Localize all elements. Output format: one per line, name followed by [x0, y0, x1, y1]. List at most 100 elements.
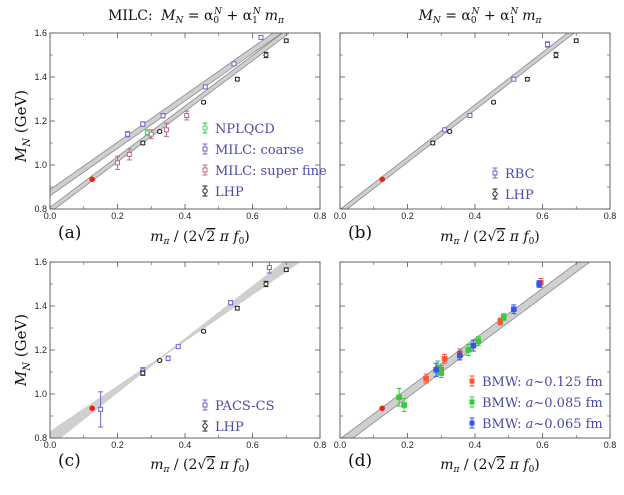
x-tick-label: 0.8	[314, 211, 327, 221]
legend-label-rest: ~0.065 fm	[533, 417, 602, 432]
x-axis-label-part: m	[150, 229, 163, 245]
marker	[457, 352, 463, 359]
ylabel-bottom-unit: (GeV)	[12, 314, 30, 362]
fit-band-edge	[50, 33, 274, 190]
x-axis-label-part: √	[197, 457, 206, 473]
marker	[438, 370, 445, 376]
legend-marker	[202, 146, 208, 152]
data-point	[511, 304, 517, 315]
marker	[263, 281, 269, 287]
x-tick-label: 0.8	[604, 211, 617, 221]
data-point	[447, 129, 453, 135]
data-point	[553, 51, 559, 59]
marker	[283, 267, 289, 273]
x-axis-label-part: π	[215, 229, 233, 245]
x-axis-label-part: π	[505, 229, 523, 245]
data-point	[283, 267, 289, 273]
marker	[125, 131, 131, 137]
data-point	[228, 300, 234, 306]
ylabel-bottom-m: M	[12, 370, 30, 387]
x-axis-label: mπ / (2√2 π f0)	[150, 457, 250, 475]
data-point	[500, 313, 507, 321]
marker	[231, 61, 237, 67]
ylabel-bottom-sub: N	[22, 361, 33, 372]
marker	[157, 129, 163, 135]
legend-label-prefix: BMW:	[482, 375, 526, 390]
legend-label: LHP	[215, 185, 244, 200]
marker	[441, 355, 448, 362]
data-point	[165, 355, 171, 362]
data-point	[258, 34, 264, 40]
title-left-sup0: N	[213, 7, 223, 17]
legend-marker	[492, 191, 498, 197]
title-left: MILC: MN = α0N + α1N mπ	[108, 7, 285, 26]
physical-point	[379, 176, 385, 183]
plot-area	[340, 33, 579, 209]
marker	[126, 151, 132, 157]
x-axis-label-part: / (2	[459, 457, 487, 473]
data-point	[234, 76, 240, 82]
x-axis-label-part: f	[522, 457, 531, 473]
legend-label-a: a	[526, 396, 534, 411]
data-point	[396, 388, 402, 407]
x-axis-label-part: 2	[496, 457, 505, 473]
data-point	[234, 305, 240, 311]
title-left-eq: = α	[183, 8, 214, 24]
x-axis-label-part: )	[534, 457, 539, 473]
title-left-pi: π	[277, 16, 285, 26]
marker	[447, 129, 453, 135]
marker	[258, 34, 264, 40]
marker	[442, 127, 448, 133]
legend-label: NPLQCD	[215, 122, 275, 137]
ylabel-bottom: MN (GeV)	[12, 314, 33, 387]
ylabel-top-unit: (GeV)	[12, 90, 30, 138]
x-axis-label-part: 0	[529, 465, 535, 475]
data-point	[441, 353, 448, 364]
legend-marker	[492, 170, 498, 176]
marker	[163, 127, 169, 133]
data-point	[140, 370, 146, 376]
title-left-sup1: N	[252, 7, 262, 17]
data-point	[266, 262, 272, 274]
data-point	[157, 358, 163, 364]
panel-c: 0.0 0.2 0.4 0.6 0.8 0.8 1.0 1.2 1.4 1.6 (c) PACS-CS…	[34, 257, 326, 475]
fit-band-edge	[340, 262, 579, 438]
data-point	[98, 391, 104, 428]
physical-point	[379, 405, 385, 412]
x-axis-label-part: π	[215, 457, 233, 473]
x-axis-label-part: 2	[206, 229, 215, 245]
marker	[423, 375, 429, 382]
legend-item: MILC: coarse	[202, 143, 304, 158]
legend-label-a: a	[526, 375, 534, 390]
legend-label: LHP	[505, 188, 534, 203]
marker	[165, 355, 171, 361]
data-point	[465, 344, 472, 356]
data-point	[263, 51, 269, 59]
marker	[234, 305, 240, 311]
x-axis-label-part: √	[487, 457, 496, 473]
x-tick-label: 0.6	[536, 440, 549, 450]
title-right-lhs-sub: N	[432, 16, 442, 26]
title-right-eq: = α	[441, 8, 472, 24]
legend-marker	[469, 378, 475, 384]
marker	[283, 38, 289, 44]
data-point	[160, 113, 166, 119]
x-axis-label-part: / (2	[169, 457, 197, 473]
fit-band-edge	[340, 33, 569, 209]
legend-item: BMW: a~0.065 fm	[469, 417, 603, 432]
title-left-sub0: 0	[213, 16, 219, 26]
panel-label: (b)	[348, 223, 372, 243]
y-tick-label: 1.0	[34, 389, 47, 399]
panel-label: (d)	[348, 451, 372, 471]
data-point	[184, 110, 190, 121]
x-axis-label-part: π	[453, 465, 461, 475]
marker	[475, 338, 482, 345]
legend-marker	[469, 399, 475, 405]
x-axis-label-part: π	[163, 237, 171, 247]
x-tick-label: 0.4	[179, 440, 192, 450]
physical-point	[89, 405, 95, 412]
x-axis-label-part: f	[522, 229, 531, 245]
legend-label-rest: ~0.125 fm	[533, 375, 602, 390]
title-left-prefix: MILC:	[108, 8, 153, 24]
